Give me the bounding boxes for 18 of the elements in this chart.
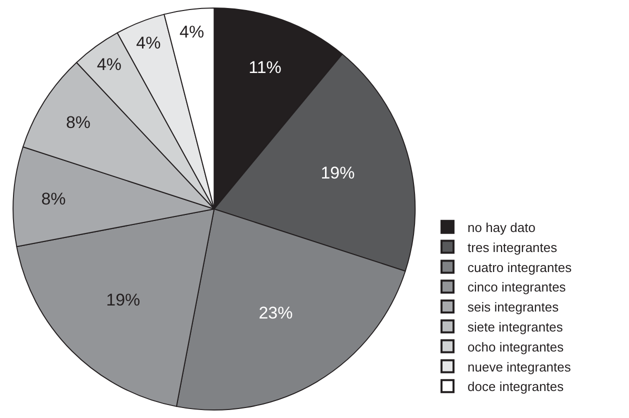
legend-label: ocho integrantes <box>468 339 564 354</box>
legend-label: doce integrantes <box>468 379 564 394</box>
legend-label: nueve integrantes <box>468 359 572 374</box>
data-label: 4% <box>179 22 204 42</box>
legend-label: cuatro integrantes <box>468 260 572 275</box>
data-label: 8% <box>41 189 66 208</box>
data-label: 8% <box>66 113 91 132</box>
data-label: 11% <box>248 58 282 78</box>
legend-label: no hay dato <box>468 220 536 235</box>
data-label: 19% <box>106 290 140 310</box>
data-label: 4% <box>136 33 161 52</box>
legend-label: cinco integrantes <box>468 280 566 295</box>
legend-label: tres integrantes <box>468 240 558 255</box>
data-label: 4% <box>96 55 122 74</box>
legend-label: siete integrantes <box>468 319 564 334</box>
legend-label: seis integrantes <box>468 300 560 315</box>
data-label: 19% <box>320 164 355 183</box>
data-label: 23% <box>258 304 293 323</box>
